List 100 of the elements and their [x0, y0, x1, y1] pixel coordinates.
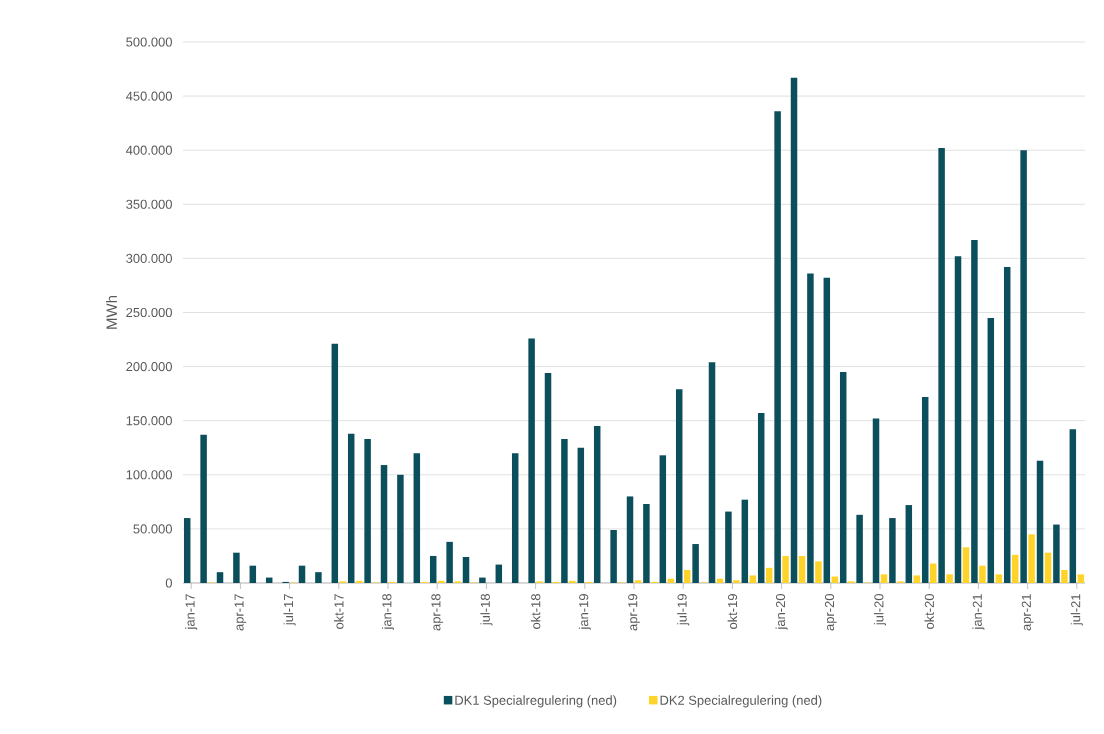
bar	[954, 256, 962, 583]
x-tick-label: apr-17	[234, 594, 247, 631]
legend-label: DK1 Specialregulering (ned)	[455, 695, 617, 708]
x-tick-label: okt-19	[727, 594, 738, 629]
bar	[708, 362, 716, 583]
bar	[741, 499, 749, 583]
y-tick-label: 250.000	[126, 307, 172, 318]
bar	[675, 389, 683, 583]
bar	[807, 273, 814, 583]
bar	[1077, 574, 1085, 583]
x-tick-label: jan-18	[381, 594, 395, 630]
bar	[643, 504, 650, 583]
bar	[593, 426, 601, 583]
bar	[233, 552, 240, 583]
bar	[979, 565, 986, 583]
y-tick-label: 150.000	[126, 416, 172, 426]
bar	[397, 474, 404, 583]
x-tick-label: okt-18	[530, 594, 541, 629]
bar	[856, 514, 863, 583]
bar	[577, 447, 585, 583]
bar	[511, 453, 519, 583]
bar	[1036, 460, 1044, 583]
x-tick-label: apr-20	[824, 594, 837, 631]
y-tick-label: 350.000	[126, 199, 172, 209]
bar	[1020, 150, 1027, 583]
bar	[495, 564, 503, 583]
bar	[1028, 534, 1035, 583]
bar	[929, 563, 937, 583]
bar	[561, 439, 568, 583]
bar	[971, 239, 978, 583]
bar	[913, 575, 921, 583]
bar	[364, 439, 371, 583]
bar	[872, 418, 880, 583]
bar	[823, 277, 831, 583]
bar	[683, 570, 691, 583]
bar	[429, 555, 437, 583]
bar	[1044, 552, 1052, 583]
bar	[446, 541, 453, 583]
bar	[774, 111, 781, 583]
x-tick-label: okt-20	[924, 594, 934, 629]
x-tick-label: jul-19	[677, 594, 690, 626]
bar	[315, 572, 322, 583]
bar	[921, 396, 929, 583]
bar	[479, 577, 486, 583]
bar	[634, 580, 642, 583]
bar	[798, 555, 806, 583]
bar	[733, 580, 740, 583]
y-tick-label: 500.000	[126, 37, 172, 47]
x-tick-label: apr-19	[628, 594, 640, 631]
x-tick-label: jul-21	[1070, 594, 1083, 626]
y-tick-label: 200.000	[126, 362, 172, 372]
x-tick-label: apr-21	[1021, 594, 1034, 631]
legend-label: DK2 Specialregulering (ned)	[660, 695, 822, 708]
x-tick-label: jan-21	[972, 594, 985, 630]
x-tick-label: jul-20	[873, 594, 887, 626]
bar	[331, 343, 339, 583]
bar	[216, 572, 224, 583]
y-tick-label: 400.000	[125, 145, 172, 155]
bar	[831, 576, 839, 583]
bar	[1069, 429, 1077, 583]
bar	[962, 547, 970, 583]
x-tick-label: okt-17	[334, 594, 344, 629]
bar	[692, 544, 699, 583]
bar	[413, 453, 421, 583]
bar	[183, 518, 191, 583]
y-tick-label: 0	[165, 578, 172, 588]
bar	[528, 338, 535, 583]
bar	[1003, 267, 1011, 583]
bar	[938, 148, 945, 583]
bar	[249, 565, 257, 583]
bar	[1011, 554, 1019, 583]
bar	[765, 567, 773, 583]
bar	[347, 433, 355, 583]
x-tick-label: jul-17	[283, 594, 296, 626]
bar	[659, 455, 667, 583]
bar	[380, 465, 388, 583]
bar	[905, 505, 913, 583]
bar	[200, 434, 207, 583]
bar	[757, 413, 765, 583]
x-tick-label: jan-20	[775, 594, 788, 630]
x-tick-label: apr-18	[431, 594, 444, 631]
bar	[749, 575, 757, 583]
bar	[987, 317, 995, 583]
bar	[610, 529, 617, 583]
y-tick-label: 100.000	[126, 470, 172, 480]
bar	[725, 511, 732, 583]
bar	[1053, 524, 1060, 583]
x-tick-label: jul-18	[480, 594, 493, 626]
bar	[626, 496, 634, 583]
bar	[569, 580, 576, 583]
bar	[839, 372, 847, 583]
bar	[880, 574, 888, 583]
bar	[815, 561, 822, 583]
x-tick-label: jan-19	[578, 594, 591, 630]
bar	[782, 555, 789, 583]
bar	[462, 557, 470, 583]
bar	[1061, 570, 1068, 583]
y-tick-label: 300.000	[126, 253, 172, 263]
x-tick-label: jan-17	[185, 594, 198, 630]
y-tick-label: 50.000	[133, 524, 172, 534]
